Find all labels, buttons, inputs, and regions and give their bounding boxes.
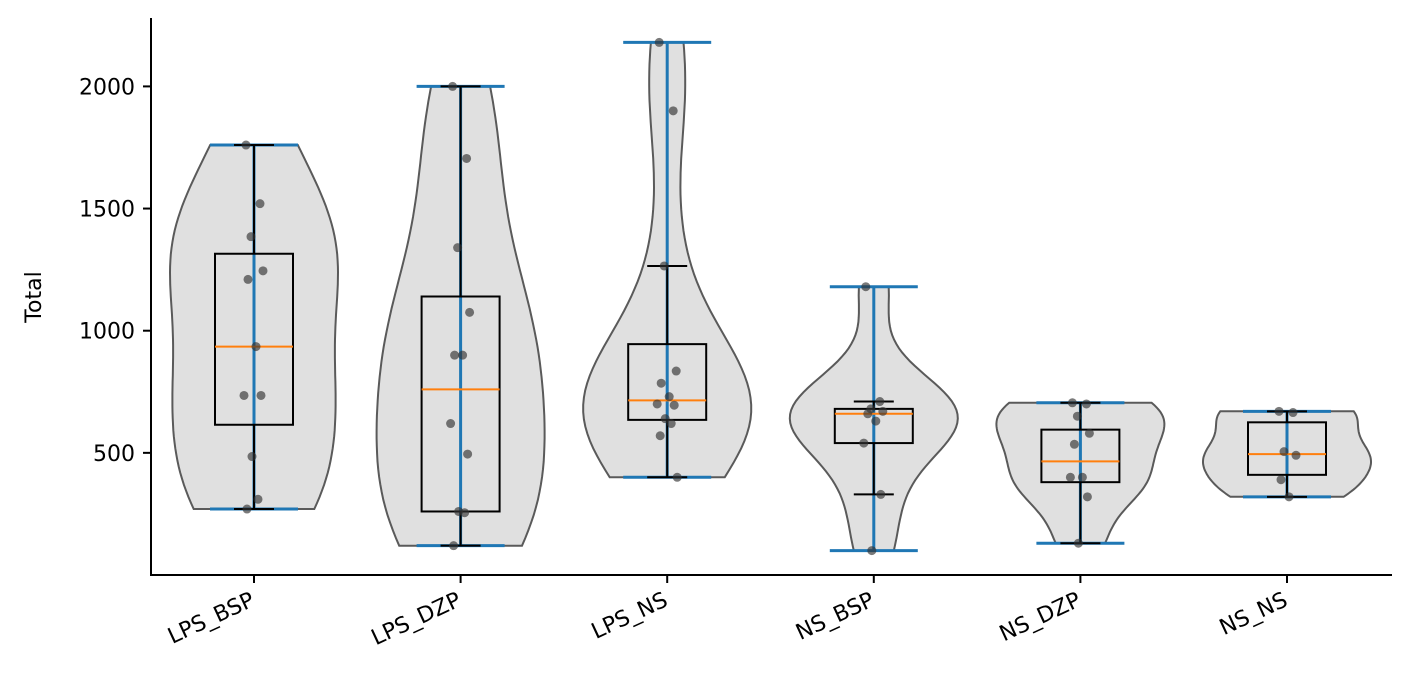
data-point-LPS_BSP [239, 390, 249, 400]
box-LPS_BSP [214, 252, 294, 426]
data-point-LPS_NS [660, 414, 670, 424]
data-point-NS_DZP [1073, 538, 1083, 548]
data-point-NS_BSP [859, 438, 869, 448]
data-point-LPS_NS [669, 400, 679, 410]
data-point-NS_DZP [1067, 398, 1077, 408]
data-point-LPS_DZP [463, 449, 473, 459]
data-point-LPS_NS [656, 378, 666, 388]
y-tick-label: 2000 [79, 75, 135, 100]
data-point-NS_DZP [1077, 472, 1087, 482]
data-point-LPS_DZP [453, 243, 463, 253]
data-point-LPS_NS [671, 366, 681, 376]
data-point-NS_DZP [1081, 399, 1091, 409]
data-point-NS_DZP [1065, 472, 1075, 482]
data-point-NS_NS [1288, 408, 1298, 418]
data-point-LPS_DZP [450, 350, 460, 360]
data-point-NS_NS [1284, 492, 1294, 502]
data-point-NS_BSP [876, 489, 886, 499]
data-point-LPS_NS [664, 392, 674, 402]
data-point-NS_BSP [871, 416, 881, 426]
data-point-LPS_BSP [243, 274, 253, 284]
data-point-NS_BSP [861, 282, 871, 292]
x-tick-label: NS_BSP [792, 588, 878, 646]
points-layer [239, 37, 1301, 556]
data-point-NS_NS [1279, 447, 1289, 457]
data-point-LPS_DZP [462, 153, 472, 163]
data-point-NS_BSP [867, 546, 877, 556]
violins-layer [168, 41, 1372, 552]
data-point-LPS_NS [659, 261, 669, 271]
data-point-LPS_NS [652, 399, 662, 409]
data-point-LPS_DZP [449, 541, 459, 551]
data-point-LPS_NS [666, 419, 676, 429]
y-ticks-layer: 500 1000 1500 2000 [79, 75, 151, 467]
data-point-LPS_NS [655, 431, 665, 441]
box-NS_NS [1247, 421, 1327, 476]
data-point-LPS_DZP [458, 350, 468, 360]
y-tick-label: 1500 [79, 198, 135, 223]
y-axis-title: Total [22, 271, 47, 323]
data-point-LPS_BSP [258, 266, 268, 276]
data-point-NS_BSP [878, 406, 888, 416]
data-point-LPS_BSP [251, 342, 261, 352]
x-tick-label: NS_DZP [996, 588, 1085, 647]
data-point-LPS_BSP [242, 504, 252, 514]
data-point-LPS_BSP [253, 494, 263, 504]
data-point-LPS_BSP [255, 199, 265, 209]
data-point-NS_DZP [1084, 428, 1094, 438]
data-point-LPS_DZP [446, 419, 456, 429]
data-point-LPS_BSP [256, 390, 266, 400]
x-tick-label: NS_NS [1216, 588, 1292, 641]
data-point-NS_NS [1276, 475, 1286, 485]
data-point-LPS_BSP [247, 452, 257, 462]
data-point-NS_BSP [875, 397, 885, 407]
axes-layer: Total [22, 18, 1392, 576]
data-point-LPS_NS [672, 472, 682, 482]
y-tick-label: 1000 [79, 320, 135, 345]
data-point-NS_DZP [1082, 492, 1092, 502]
data-point-LPS_NS [654, 37, 664, 47]
data-point-LPS_BSP [246, 232, 256, 242]
data-point-NS_DZP [1069, 439, 1079, 449]
data-point-NS_BSP [863, 409, 873, 419]
data-point-LPS_DZP [465, 307, 475, 317]
x-tick-label: LPS_NS [588, 588, 672, 645]
x-tick-label: LPS_DZP [368, 588, 465, 651]
x-ticks-layer: LPS_BSP LPS_DZP LPS_NS NS_BSP NS_DZP NS_NS [164, 575, 1292, 651]
data-point-NS_NS [1274, 406, 1284, 416]
y-tick-label: 500 [93, 442, 135, 467]
x-tick-label: LPS_BSP [164, 588, 258, 650]
box-NS_DZP [1040, 428, 1121, 484]
data-point-LPS_BSP [241, 140, 251, 150]
data-point-LPS_DZP [448, 81, 458, 91]
data-point-LPS_DZP [460, 508, 470, 518]
data-point-LPS_NS [668, 106, 678, 116]
data-point-NS_NS [1291, 450, 1301, 460]
data-point-NS_DZP [1072, 411, 1082, 421]
